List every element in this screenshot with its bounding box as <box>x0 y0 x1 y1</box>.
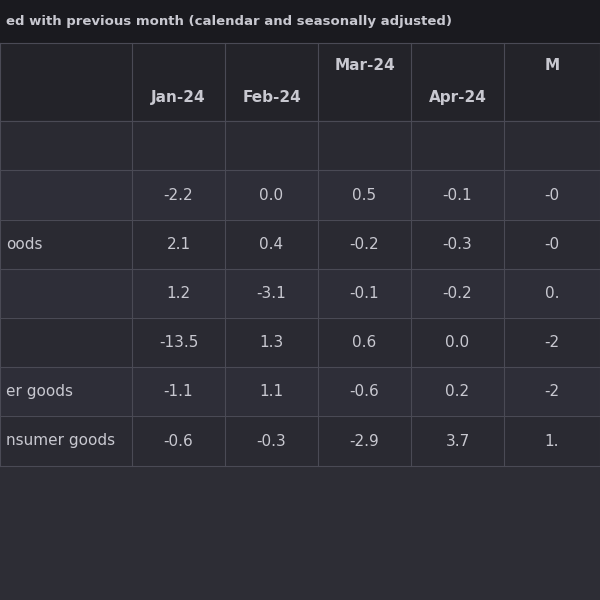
Text: -0.2: -0.2 <box>350 237 379 252</box>
Text: -2: -2 <box>544 335 560 350</box>
Text: -0: -0 <box>544 237 560 252</box>
Bar <box>0 269 600 318</box>
Text: 1.: 1. <box>545 433 559 449</box>
Text: 0.6: 0.6 <box>352 335 377 350</box>
Bar <box>0 318 600 367</box>
Bar <box>0 466 600 600</box>
Text: -2: -2 <box>544 385 560 400</box>
Text: 0.2: 0.2 <box>445 385 470 400</box>
Text: ed with previous month (calendar and seasonally adjusted): ed with previous month (calendar and sea… <box>6 15 452 28</box>
Text: nsumer goods: nsumer goods <box>6 433 115 449</box>
Text: Jan-24: Jan-24 <box>151 90 206 105</box>
Text: 3.7: 3.7 <box>445 433 470 449</box>
Text: 0.: 0. <box>545 286 559 301</box>
Text: Mar-24: Mar-24 <box>334 58 395 73</box>
Bar <box>0 0 600 43</box>
Bar <box>0 43 600 121</box>
Text: 0.5: 0.5 <box>352 187 377 202</box>
Text: 1.1: 1.1 <box>259 385 284 400</box>
Bar <box>0 220 600 269</box>
Text: 0.4: 0.4 <box>259 237 284 252</box>
Text: Feb-24: Feb-24 <box>242 90 301 105</box>
Text: oods: oods <box>6 237 43 252</box>
Text: 1.3: 1.3 <box>259 335 284 350</box>
Text: -0.3: -0.3 <box>257 433 286 449</box>
Text: -2.9: -2.9 <box>350 433 379 449</box>
Text: er goods: er goods <box>6 385 73 400</box>
Text: -0.6: -0.6 <box>164 433 193 449</box>
Bar <box>0 367 600 416</box>
Text: M: M <box>544 58 560 73</box>
Text: 1.2: 1.2 <box>166 286 191 301</box>
Text: -0.6: -0.6 <box>350 385 379 400</box>
Text: -2.2: -2.2 <box>164 187 193 202</box>
Bar <box>0 121 600 170</box>
Text: -13.5: -13.5 <box>159 335 198 350</box>
Text: -0.1: -0.1 <box>443 187 472 202</box>
Text: -0: -0 <box>544 187 560 202</box>
Text: -3.1: -3.1 <box>257 286 286 301</box>
Bar <box>0 416 600 466</box>
Bar <box>0 170 600 220</box>
Text: 0.0: 0.0 <box>259 187 284 202</box>
Text: -0.2: -0.2 <box>443 286 472 301</box>
Text: -1.1: -1.1 <box>164 385 193 400</box>
Text: -0.3: -0.3 <box>443 237 472 252</box>
Text: Apr-24: Apr-24 <box>428 90 487 105</box>
Text: 0.0: 0.0 <box>445 335 470 350</box>
Text: -0.1: -0.1 <box>350 286 379 301</box>
Text: 2.1: 2.1 <box>166 237 191 252</box>
